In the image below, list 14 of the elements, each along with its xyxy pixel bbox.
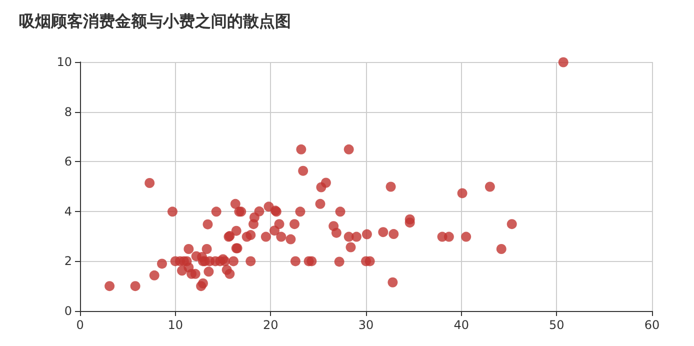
y-tick-label: 8 [64,104,72,119]
y-tick-label: 4 [64,204,72,218]
x-tick-label: 60 [644,318,660,332]
y-tick-label: 0 [64,304,72,318]
x-tick-label: 10 [168,318,183,332]
x-tick-label: 40 [454,318,469,332]
x-tick-label: 0 [76,318,84,332]
y-tick-label: 6 [64,154,72,169]
x-tick-label: 50 [549,318,564,332]
y-tick-label: 2 [64,254,72,268]
x-tick-label: 20 [263,318,278,332]
y-tick-label: 10 [56,55,72,69]
chart-title: 吸烟顾客消费金额与小费之间的散点图 [19,12,291,30]
x-tick-label: 30 [358,318,374,332]
